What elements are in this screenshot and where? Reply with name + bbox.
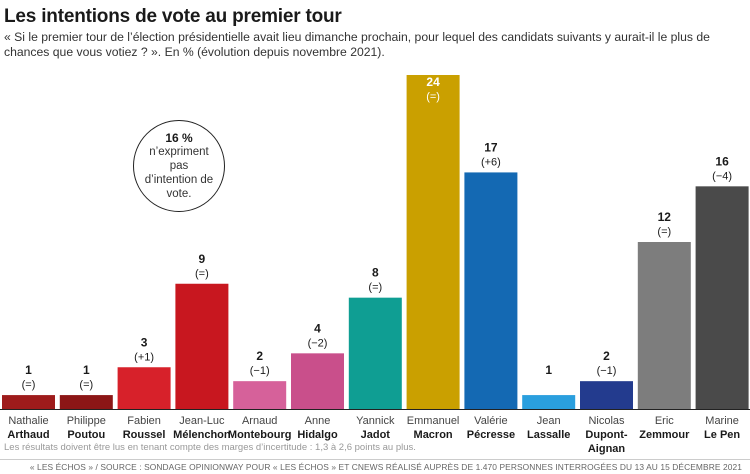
callout-text: n’expriment pas d’intention de vote.: [144, 146, 214, 200]
bar-lassalle: [522, 395, 576, 409]
bar-jadot: [348, 297, 402, 409]
change-label: (=): [426, 91, 440, 103]
bar-macron: [406, 75, 460, 409]
category-first-name: Valérie: [474, 415, 507, 427]
change-label: (=): [79, 379, 93, 391]
category-first-name: Nicolas: [588, 415, 625, 427]
bar-zemmour: [637, 242, 691, 409]
category-last-name: Roussel: [123, 429, 166, 441]
category-first-name: Emmanuel: [407, 415, 460, 427]
bar-poutou: [59, 395, 113, 409]
category-first-name: Arnaud: [242, 415, 277, 427]
category-last-name: Hidalgo: [297, 429, 338, 441]
no-intention-callout: 16 % n’expriment pas d’intention de vote…: [133, 120, 225, 212]
category-first-name: Yannick: [356, 415, 395, 427]
category-last-name: Macron: [414, 429, 453, 441]
value-label: 2: [603, 349, 610, 363]
category-last-name: Pécresse: [467, 429, 515, 441]
category-first-name: Eric: [655, 415, 674, 427]
category-last-name: Aignan: [588, 443, 626, 455]
category-last-name: Arthaud: [7, 429, 49, 441]
change-label: (=): [368, 282, 382, 294]
value-label: 4: [314, 321, 321, 335]
source-divider: [0, 459, 750, 460]
change-label: (=): [195, 268, 209, 280]
footnote: Les résultats doivent être lus en tenant…: [4, 442, 416, 453]
bar-hidalgo: [291, 353, 344, 409]
category-last-name: Montebourg: [228, 429, 292, 441]
value-label: 1: [83, 363, 90, 377]
category-last-name: Lassalle: [527, 429, 570, 441]
bar-roussel: [117, 367, 171, 409]
bar-le-pen: [695, 186, 749, 409]
value-label: 17: [484, 140, 498, 154]
change-label: (−2): [308, 337, 328, 349]
chart-subtitle: « Si le premier tour de l’élection prési…: [4, 30, 710, 59]
value-label: 8: [372, 266, 379, 280]
bar-mélenchon: [175, 283, 229, 409]
value-label: 3: [141, 335, 148, 349]
bar-montebourg: [233, 381, 287, 409]
value-label: 9: [199, 252, 206, 266]
value-label: 12: [658, 210, 672, 224]
value-label: 16: [715, 154, 729, 168]
category-first-name: Marine: [705, 415, 739, 427]
change-label: (−4): [712, 170, 732, 182]
category-last-name: Mélenchon: [173, 429, 231, 441]
category-first-name: Jean: [537, 415, 561, 427]
category-first-name: Fabien: [127, 415, 161, 427]
change-label: (−1): [597, 365, 617, 377]
bar-dupont-aignan: [580, 381, 633, 409]
category-first-name: Philippe: [67, 415, 106, 427]
change-label: (=): [22, 379, 36, 391]
change-label: (+6): [481, 156, 501, 168]
value-label: 24: [426, 75, 440, 89]
change-label: (+1): [134, 351, 154, 363]
category-last-name: Zemmour: [639, 429, 690, 441]
change-label: (=): [657, 226, 671, 238]
category-last-name: Poutou: [67, 429, 105, 441]
callout-value: 16 %: [165, 131, 193, 145]
bar-pécresse: [464, 172, 518, 409]
category-first-name: Anne: [305, 415, 331, 427]
category-first-name: Jean-Luc: [179, 415, 225, 427]
value-label: 1: [25, 363, 32, 377]
category-last-name: Dupont-: [585, 429, 627, 441]
change-label: (−1): [250, 365, 270, 377]
chart-title: Les intentions de vote au premier tour: [4, 6, 342, 27]
category-last-name: Le Pen: [704, 429, 740, 441]
value-label: 1: [545, 363, 552, 377]
category-last-name: Jadot: [361, 429, 391, 441]
source-note: « LES ÉCHOS » / SOURCE : SONDAGE OPINION…: [29, 462, 742, 472]
value-label: 2: [256, 349, 263, 363]
bar-arthaud: [2, 395, 55, 409]
category-first-name: Nathalie: [8, 415, 48, 427]
